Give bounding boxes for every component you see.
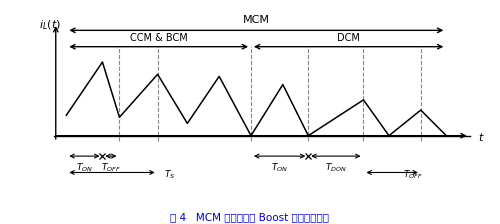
Text: DCM: DCM [337,33,360,43]
Text: $T_{ON}$: $T_{ON}$ [76,161,93,174]
Text: MCM: MCM [243,15,270,25]
Text: $T_{ON}$: $T_{ON}$ [271,161,288,174]
Text: CCM & BCM: CCM & BCM [130,33,188,43]
Text: $T_{OFF}$: $T_{OFF}$ [101,161,121,174]
Text: $T_{DON}$: $T_{DON}$ [325,161,347,174]
Text: $i_L(t)$: $i_L(t)$ [39,18,60,32]
Text: $T_S$: $T_S$ [164,168,175,181]
Text: $t$: $t$ [478,131,485,143]
Text: 图 4   MCM 工作模式下 Boost 电感电流波形: 图 4 MCM 工作模式下 Boost 电感电流波形 [170,212,330,222]
Text: $T_{OFF}$: $T_{OFF}$ [403,168,422,181]
